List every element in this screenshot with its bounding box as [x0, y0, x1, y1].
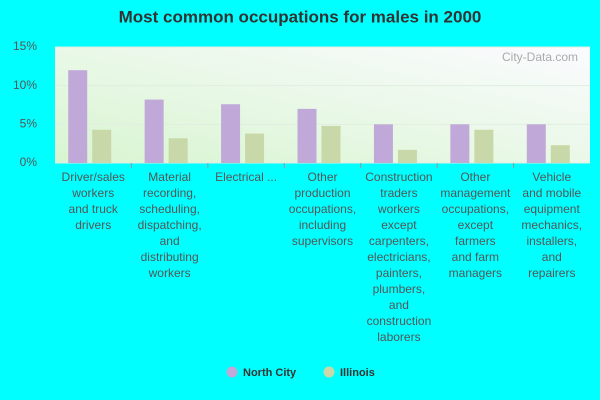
bar [526, 124, 546, 163]
legend-label: North City [243, 367, 297, 379]
bar [550, 145, 570, 163]
x-tick-label: Other management occupations, except farmers… [440, 170, 511, 280]
x-tick-label: Vehicle and mobile equipment mechanics, inst… [521, 170, 582, 280]
x-tick-label: Construction traders workers except carpente… [365, 170, 432, 344]
bar [321, 125, 341, 163]
bar [68, 70, 88, 163]
chart-title: Most common occupations for males in 200… [119, 7, 482, 26]
y-tick-label: 10% [13, 78, 37, 92]
bar [221, 104, 241, 163]
x-tick-label: Electrical ... [215, 170, 277, 184]
bar [92, 129, 112, 163]
y-tick-label: 5% [20, 117, 38, 131]
x-tick-label: Other production occupations, including supe… [289, 170, 356, 248]
legend-swatch [226, 366, 238, 378]
bar [474, 129, 494, 163]
watermark: City-Data.com [502, 50, 578, 64]
bar [297, 108, 317, 163]
legend-swatch [323, 366, 335, 378]
bar [144, 99, 164, 163]
y-tick-label: 0% [20, 155, 38, 169]
bar [168, 138, 188, 163]
bar [450, 124, 470, 163]
bar [245, 133, 265, 163]
y-tick-label: 15% [13, 39, 37, 53]
x-tick-label: Driver/sales workers and truck drivers [62, 170, 125, 232]
bar [373, 124, 393, 163]
x-tick-label: Material recording, scheduling, dispatching… [138, 170, 202, 280]
bar [397, 149, 417, 163]
legend-label: Illinois [340, 367, 375, 379]
